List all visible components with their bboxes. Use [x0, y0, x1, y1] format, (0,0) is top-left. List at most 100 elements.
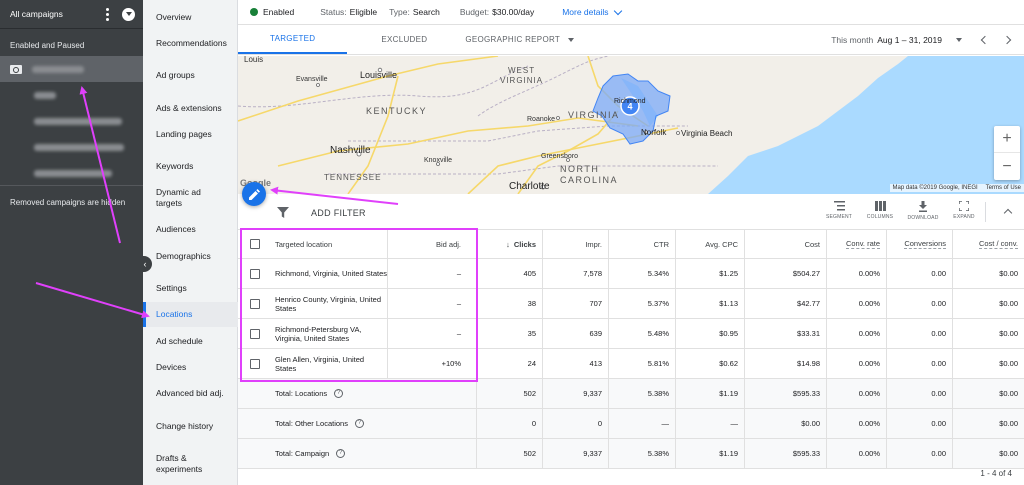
download-label: DOWNLOAD: [907, 215, 939, 221]
more-vert-icon[interactable]: [106, 7, 110, 21]
row-checkbox-cell: [238, 259, 268, 288]
segment-button[interactable]: SEGMENT: [821, 201, 857, 220]
col-conv-rate[interactable]: Conv. rate: [827, 230, 887, 258]
columns-button[interactable]: COLUMNS: [862, 201, 898, 220]
total-clicks: 0: [477, 409, 543, 438]
date-dropdown-icon[interactable]: [956, 38, 962, 42]
nav-item-change-history[interactable]: Change history: [156, 421, 214, 431]
nav-item-recommendations[interactable]: Recommendations: [156, 38, 227, 48]
map-terms-link[interactable]: Terms of Use: [985, 185, 1021, 191]
total-cost: $0.00: [745, 409, 827, 438]
chevron-down-icon[interactable]: [613, 6, 622, 15]
filter-icon[interactable]: [277, 207, 289, 219]
date-range-value[interactable]: Aug 1 – 31, 2019: [877, 35, 942, 45]
total-ctr: —: [609, 409, 676, 438]
campaign-item[interactable]: [0, 134, 143, 160]
campaign-dropdown-icon[interactable]: [122, 7, 135, 21]
tab-targeted[interactable]: TARGETED: [238, 25, 348, 54]
cell-impr: 7,578: [543, 259, 609, 288]
map-label-kentucky: KENTUCKY: [366, 106, 427, 116]
next-period-icon[interactable]: [1002, 35, 1012, 45]
help-icon[interactable]: ?: [334, 389, 344, 398]
map-canvas: 4 Louis Louisville WEST VIRGINIA Evansvi…: [238, 56, 1024, 194]
more-details-link[interactable]: More details: [562, 7, 609, 17]
bid-adjustment[interactable]: –: [388, 289, 477, 318]
cell-impr: 707: [543, 289, 609, 318]
map-label-tennessee: TENNESSEE: [324, 173, 381, 182]
nav-item-ad-schedule[interactable]: Ad schedule: [156, 336, 203, 346]
nav-item-drafts-experiments[interactable]: Drafts & experiments: [156, 453, 203, 474]
nav-item-ads-extensions[interactable]: Ads & extensions: [156, 103, 222, 113]
select-all-checkbox[interactable]: [250, 239, 260, 249]
col-avg-cpc[interactable]: Avg. CPC: [676, 230, 745, 258]
campaign-item[interactable]: [0, 108, 143, 134]
col-targeted-location[interactable]: Targeted location: [268, 230, 388, 258]
table-body: Richmond, Virginia, United States –405 7,5…: [238, 259, 1024, 469]
nav-item-advanced-bid-adj[interactable]: Advanced bid adj.: [156, 388, 224, 398]
dropdown-arrow-icon: [568, 37, 575, 42]
collapse-panel-button[interactable]: ‹: [138, 256, 152, 272]
zoom-out-button[interactable]: −: [1002, 157, 1012, 175]
table-row[interactable]: Richmond, Virginia, United States –405 7,5…: [238, 259, 1024, 289]
total-label-cell: Total: Other Locations?: [268, 409, 477, 438]
campaign-panel: All campaigns Enabled and Paused Removed…: [0, 0, 143, 485]
map-credit: Map data ©2019 Google, INEGI Terms of Us…: [889, 184, 1024, 192]
add-filter-button[interactable]: ADD FILTER: [311, 208, 366, 218]
tab-geographic-report[interactable]: GEOGRAPHIC REPORT: [443, 25, 575, 54]
col-impr[interactable]: Impr.: [543, 230, 609, 258]
col-cost-per-conv[interactable]: Cost / conv.: [953, 230, 1024, 258]
total-spacer: [238, 379, 268, 408]
chevron-left-icon: ‹: [143, 259, 147, 269]
chevron-up-icon[interactable]: [1003, 208, 1013, 218]
col-bid-adj[interactable]: Bid adj.: [388, 230, 477, 258]
total-clicks: 502: [477, 439, 543, 468]
campaign-item[interactable]: [0, 82, 143, 108]
nav-item-audiences[interactable]: Audiences: [156, 224, 196, 234]
bid-adjustment[interactable]: –: [388, 259, 477, 288]
nav-item-keywords[interactable]: Keywords: [156, 161, 194, 171]
nav-item-locations[interactable]: Locations: [143, 302, 238, 327]
budget-value[interactable]: $30.00/day: [492, 7, 535, 17]
table-row[interactable]: Richmond-Petersburg VA, Virginia, United…: [238, 319, 1024, 349]
help-icon[interactable]: ?: [336, 449, 346, 458]
nav-item-devices[interactable]: Devices: [156, 362, 187, 372]
row-checkbox[interactable]: [250, 358, 260, 369]
edit-locations-button[interactable]: [242, 182, 266, 206]
location-map[interactable]: 4 Louis Louisville WEST VIRGINIA Evansvi…: [238, 56, 1024, 194]
row-checkbox[interactable]: [250, 328, 260, 339]
bid-adjustment[interactable]: +10%: [388, 349, 477, 378]
date-range-picker[interactable]: This month Aug 1 – 31, 2019: [831, 25, 1024, 55]
map-label-roanoke: Roanoke: [527, 116, 555, 123]
nav-item-ad-groups[interactable]: Ad groups: [156, 70, 195, 80]
campaign-state[interactable]: Enabled: [263, 7, 295, 17]
help-icon[interactable]: ?: [354, 419, 364, 428]
previous-period-icon[interactable]: [980, 35, 990, 45]
campaign-item-selected[interactable]: [0, 56, 143, 82]
table-row[interactable]: Glen Allen, Virginia, United States +10% 2…: [238, 349, 1024, 379]
campaign-item[interactable]: [0, 160, 143, 186]
nav-item-demographics[interactable]: Demographics: [156, 251, 211, 261]
col-cost[interactable]: Cost: [745, 230, 827, 258]
download-button[interactable]: DOWNLOAD: [905, 201, 941, 221]
nav-item-landing-pages[interactable]: Landing pages: [156, 129, 212, 139]
all-campaigns-title[interactable]: All campaigns: [10, 9, 63, 19]
nav-item-overview[interactable]: Overview: [156, 12, 192, 22]
row-checkbox[interactable]: [250, 298, 260, 309]
total-row: Total: Locations? 502 9,337 5.38% $1.19 $595.…: [238, 379, 1024, 409]
expand-button[interactable]: EXPAND: [946, 201, 982, 220]
map-cluster-count[interactable]: 4: [627, 102, 632, 112]
col-clicks[interactable]: ↓ Clicks: [477, 230, 543, 258]
nav-item-settings[interactable]: Settings: [156, 283, 187, 293]
row-checkbox[interactable]: [250, 268, 260, 279]
cell-cpc: $0.62: [676, 349, 745, 378]
cell-ctr: 5.34%: [609, 259, 676, 288]
col-conversions[interactable]: Conversions: [887, 230, 953, 258]
col-ctr[interactable]: CTR: [609, 230, 676, 258]
cell-conversions: 0.00: [887, 289, 953, 318]
tab-excluded[interactable]: EXCLUDED: [381, 35, 428, 44]
nav-item-dynamic-ad-targets[interactable]: Dynamic ad targets: [156, 187, 201, 208]
total-cost-conv: $0.00: [999, 419, 1018, 428]
zoom-in-button[interactable]: +: [994, 126, 1020, 153]
table-row[interactable]: Henrico County, Virginia, United States –…: [238, 289, 1024, 319]
bid-adjustment[interactable]: –: [388, 319, 477, 348]
